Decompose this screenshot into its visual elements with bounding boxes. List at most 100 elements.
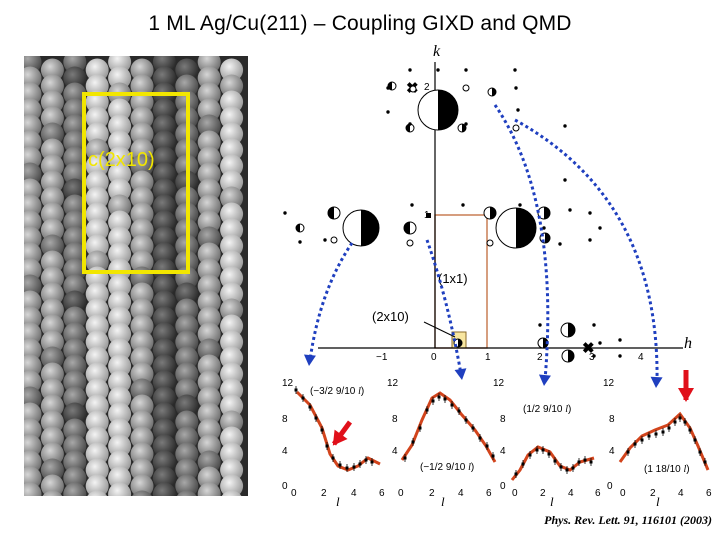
atom — [197, 322, 221, 346]
atom — [40, 298, 64, 322]
atom — [130, 170, 154, 194]
data-point — [626, 450, 630, 454]
h-tick-label: 0 — [431, 352, 437, 363]
atom — [152, 482, 176, 496]
atom — [175, 282, 199, 306]
atom — [130, 154, 154, 178]
atom — [63, 354, 87, 378]
atom — [40, 58, 64, 82]
data-point — [535, 448, 539, 452]
x-tick-label: 6 — [379, 488, 385, 499]
atom — [197, 354, 221, 378]
rod-arrows — [303, 104, 663, 388]
model-curve — [400, 391, 497, 463]
atom — [40, 90, 64, 114]
rod-panel: 12 8 4 0 0 2 4 6 l (−3/2 9/10 l) — [282, 378, 385, 509]
y-tick-label: 8 — [392, 414, 398, 425]
x-tick-label: 0 — [512, 488, 518, 499]
atom — [221, 490, 242, 496]
rod-red-arrows — [331, 370, 694, 446]
diffraction-spot — [409, 85, 417, 93]
atom — [130, 106, 154, 130]
atom — [152, 306, 176, 330]
atom — [152, 114, 176, 138]
data-point — [571, 466, 575, 470]
data-point — [437, 395, 441, 399]
atom — [197, 306, 221, 330]
diffraction-spot — [464, 122, 468, 126]
atom — [220, 186, 244, 210]
atom — [220, 474, 244, 496]
atom — [63, 130, 87, 154]
atom — [130, 250, 154, 274]
atom — [108, 114, 132, 138]
atom — [130, 346, 154, 370]
x-axis-label: l — [550, 494, 554, 509]
data-point — [553, 459, 557, 463]
data-point — [521, 462, 525, 466]
cell-2x10-label: (2x10) — [372, 309, 409, 324]
atom — [85, 298, 109, 322]
atom — [108, 306, 132, 330]
atom — [197, 210, 221, 234]
diffraction-spot — [598, 226, 602, 230]
atom — [130, 314, 154, 338]
atom — [108, 66, 132, 90]
atom — [176, 490, 197, 496]
atom — [63, 402, 87, 426]
atom — [175, 314, 199, 338]
atom — [63, 258, 87, 282]
atom — [130, 298, 154, 322]
dotted-arrow — [308, 242, 354, 361]
data-point — [589, 460, 593, 464]
diffraction-spot — [330, 236, 338, 244]
data-point — [345, 466, 349, 470]
atom — [130, 362, 154, 386]
atom — [152, 338, 176, 362]
atom — [130, 330, 154, 354]
atom — [152, 210, 176, 234]
atom — [108, 162, 132, 186]
atom — [220, 122, 244, 146]
x-tick-label: 4 — [568, 488, 574, 499]
atom — [175, 394, 199, 418]
atom — [197, 434, 221, 458]
atom — [220, 394, 244, 418]
c2x10-unit-cell-label: c(2x10) — [88, 149, 155, 171]
atom — [220, 202, 244, 226]
diffraction-spot — [558, 242, 562, 246]
surface-atoms — [24, 56, 244, 496]
data-point — [403, 456, 407, 460]
atom — [197, 274, 221, 298]
diffraction-spot — [408, 122, 412, 126]
atom — [85, 330, 109, 354]
x-tick-label: 2 — [429, 488, 435, 499]
y-tick-label: 8 — [282, 414, 288, 425]
data-point — [314, 416, 318, 420]
y-tick-label: 12 — [282, 378, 294, 389]
atom — [108, 178, 132, 202]
atom — [108, 418, 132, 442]
h-axis-label: h — [684, 335, 692, 352]
atom — [152, 98, 176, 122]
atom — [130, 58, 154, 82]
diffraction-spot — [417, 89, 459, 131]
atom — [152, 402, 176, 426]
atom — [108, 450, 132, 474]
atom — [197, 418, 221, 442]
atom — [175, 58, 199, 82]
atom — [85, 106, 109, 130]
atom — [85, 458, 109, 482]
atom — [85, 474, 109, 496]
atom — [220, 250, 244, 274]
diffraction-spot — [592, 323, 596, 327]
atom — [63, 98, 87, 122]
atom — [85, 218, 109, 242]
data-point — [654, 432, 658, 436]
red-arrowhead — [332, 429, 348, 446]
atom — [220, 362, 244, 386]
atom — [40, 330, 64, 354]
y-tick-label: 0 — [607, 481, 613, 492]
atom — [40, 458, 64, 482]
data-point — [320, 428, 324, 432]
